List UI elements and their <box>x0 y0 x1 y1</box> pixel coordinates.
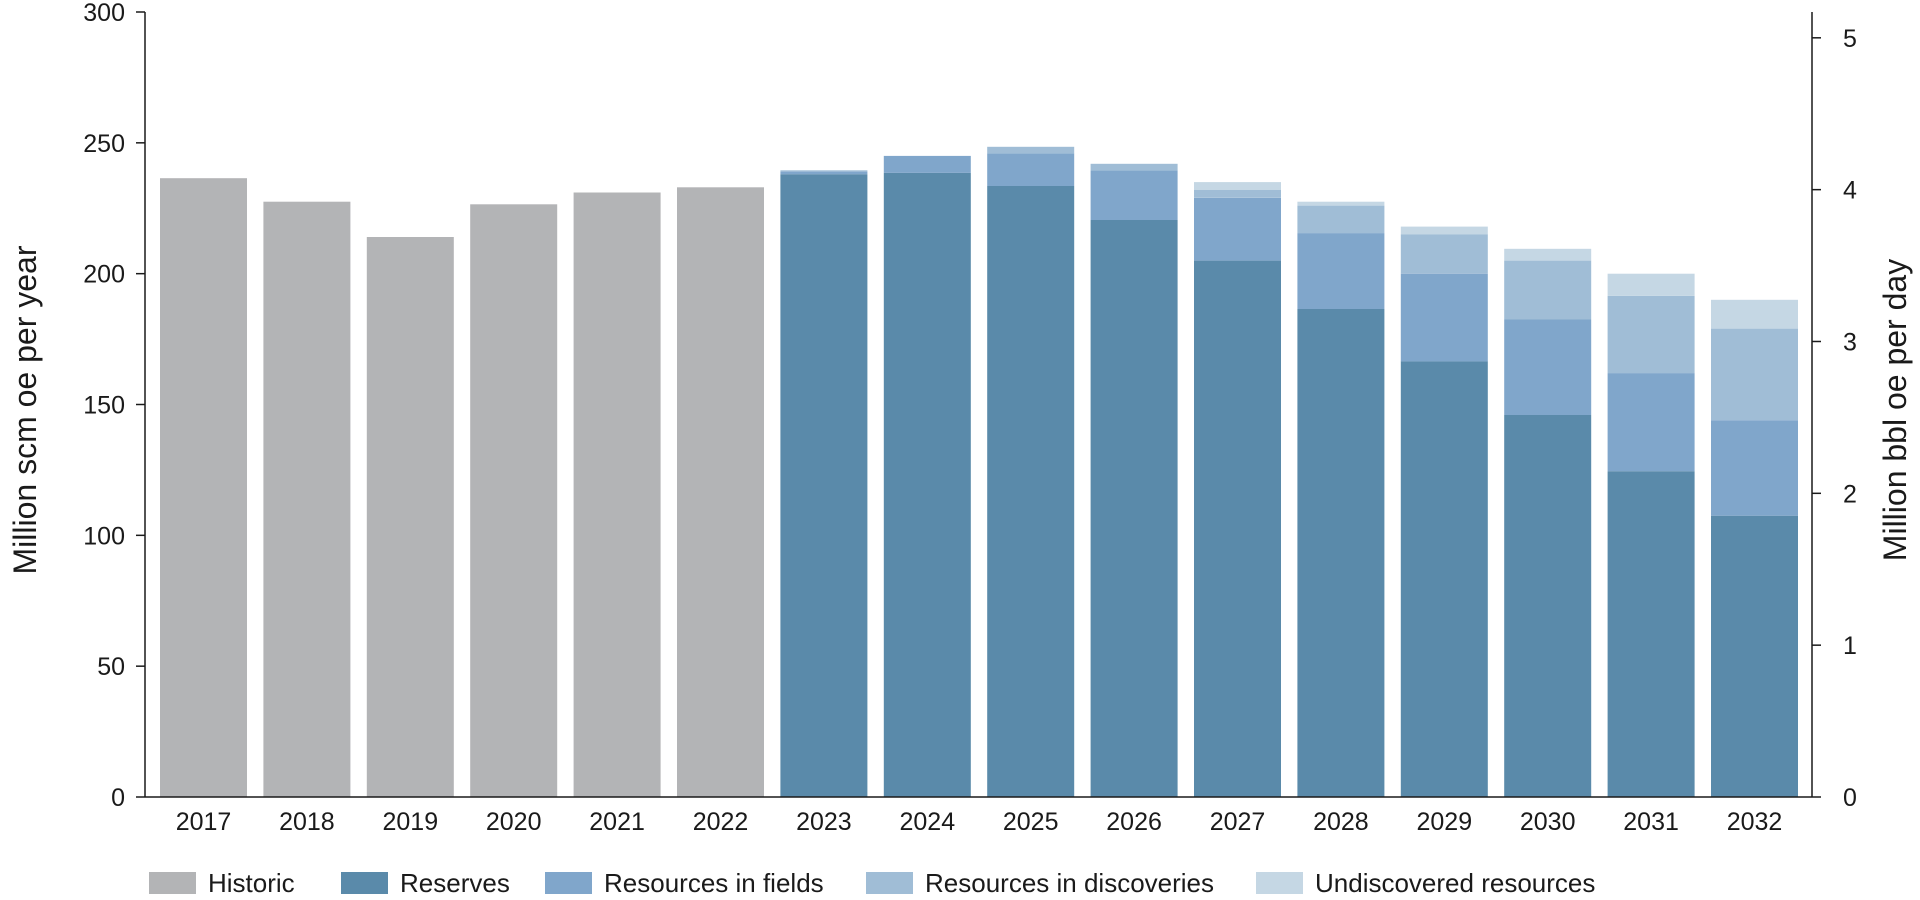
bar-2023-series-3 <box>780 170 868 172</box>
right-tick-label: 2 <box>1843 480 1857 508</box>
bar-2029-series-4 <box>1400 226 1488 235</box>
bar-2026-series-2 <box>1090 170 1178 220</box>
bar-2027-series-4 <box>1194 182 1281 190</box>
legend-label: Resources in fields <box>604 868 824 898</box>
right-tick-label: 4 <box>1843 177 1857 205</box>
legend-swatch <box>866 872 913 894</box>
x-tick-label: 2029 <box>1416 808 1472 836</box>
bar-2031-series-1 <box>1607 471 1695 797</box>
x-tick-label: 2019 <box>382 808 438 836</box>
bar-2027-series-3 <box>1194 189 1281 198</box>
bar-2028-series-4 <box>1297 201 1385 206</box>
x-tick-label: 2027 <box>1210 808 1266 836</box>
bar-2028-series-3 <box>1297 205 1385 234</box>
right-tick-label: 1 <box>1843 632 1857 660</box>
legend-swatch <box>1256 872 1303 894</box>
bar-2018-series-0 <box>263 201 351 797</box>
x-tick-label: 2020 <box>486 808 542 836</box>
right-y-ticks: 0 1 2 3 4 5 <box>1812 25 1857 812</box>
bar-2031-series-3 <box>1607 295 1695 374</box>
y2-axis-title: Million bbl oe per day <box>1877 259 1913 561</box>
bar-2027-series-1 <box>1194 260 1281 798</box>
x-tick-label: 2022 <box>693 808 749 836</box>
x-tick-label: 2018 <box>279 808 335 836</box>
bar-2032-series-4 <box>1711 299 1798 329</box>
x-tick-label: 2025 <box>1003 808 1059 836</box>
bar-2031-series-4 <box>1607 273 1695 296</box>
x-tick-label: 2031 <box>1623 808 1679 836</box>
bar-2030-series-1 <box>1504 415 1592 797</box>
x-tick-labels: 2017 2018 2019 2020 2021 2022 2023 2024 2025 2026… <box>176 808 1783 836</box>
right-tick-label: 3 <box>1843 328 1857 356</box>
right-tick-label: 0 <box>1843 784 1857 812</box>
bar-2030-series-4 <box>1504 248 1592 261</box>
legend-label: Historic <box>208 868 295 898</box>
bar-2031-series-2 <box>1607 373 1695 472</box>
bar-2030-series-2 <box>1504 319 1592 415</box>
x-tick-label: 2024 <box>899 808 955 836</box>
legend-swatch <box>341 872 388 894</box>
legend-label: Reserves <box>400 868 510 898</box>
left-tick-label: 250 <box>83 130 125 158</box>
legend: Historic Reserves Resources in fields Resou… <box>149 868 1595 898</box>
x-tick-label: 2021 <box>589 808 645 836</box>
bar-2023-series-2 <box>780 171 868 175</box>
bar-2020-series-0 <box>470 204 558 798</box>
bar-2017-series-0 <box>160 178 247 797</box>
bars-layer <box>160 146 1798 798</box>
bar-2025-series-2 <box>987 153 1075 186</box>
bar-2027-series-2 <box>1194 197 1281 261</box>
bar-2021-series-0 <box>573 192 661 797</box>
x-tick-label: 2028 <box>1313 808 1369 836</box>
bar-2026-series-3 <box>1090 163 1178 171</box>
bar-2032-series-2 <box>1711 420 1798 516</box>
bar-2024-series-1 <box>883 172 971 797</box>
bar-2023-series-1 <box>780 174 868 797</box>
right-tick-label: 5 <box>1843 25 1857 53</box>
left-tick-label: 200 <box>83 261 125 289</box>
legend-swatch <box>149 872 196 894</box>
bar-2024-series-2 <box>883 155 971 173</box>
bar-2025-series-1 <box>987 186 1075 797</box>
legend-label: Resources in discoveries <box>925 868 1214 898</box>
bar-2029-series-1 <box>1400 361 1488 797</box>
bar-2025-series-3 <box>987 146 1075 154</box>
x-tick-label: 2017 <box>176 808 232 836</box>
bar-2028-series-1 <box>1297 309 1385 797</box>
bar-2030-series-3 <box>1504 260 1592 320</box>
bar-2032-series-1 <box>1711 515 1798 797</box>
bar-2022-series-0 <box>677 187 764 798</box>
left-tick-label: 150 <box>83 392 125 420</box>
x-tick-label: 2023 <box>796 808 852 836</box>
x-tick-label: 2032 <box>1727 808 1783 836</box>
left-tick-label: 100 <box>83 522 125 550</box>
legend-swatch <box>545 872 592 894</box>
bar-2029-series-2 <box>1400 273 1488 362</box>
left-tick-label: 50 <box>97 653 125 681</box>
left-tick-label: 300 <box>83 0 125 27</box>
left-tick-label: 0 <box>111 784 125 812</box>
bar-2026-series-1 <box>1090 220 1178 797</box>
x-tick-label: 2030 <box>1520 808 1576 836</box>
bar-2028-series-2 <box>1297 233 1385 309</box>
left-y-ticks: 0 50 100 150 200 250 300 <box>83 0 145 812</box>
y-axis-title: Million scm oe per year <box>7 245 43 574</box>
legend-label: Undiscovered resources <box>1315 868 1595 898</box>
x-tick-label: 2026 <box>1106 808 1162 836</box>
bar-2029-series-3 <box>1400 234 1488 274</box>
bar-2032-series-3 <box>1711 328 1798 421</box>
bar-2019-series-0 <box>366 237 454 797</box>
